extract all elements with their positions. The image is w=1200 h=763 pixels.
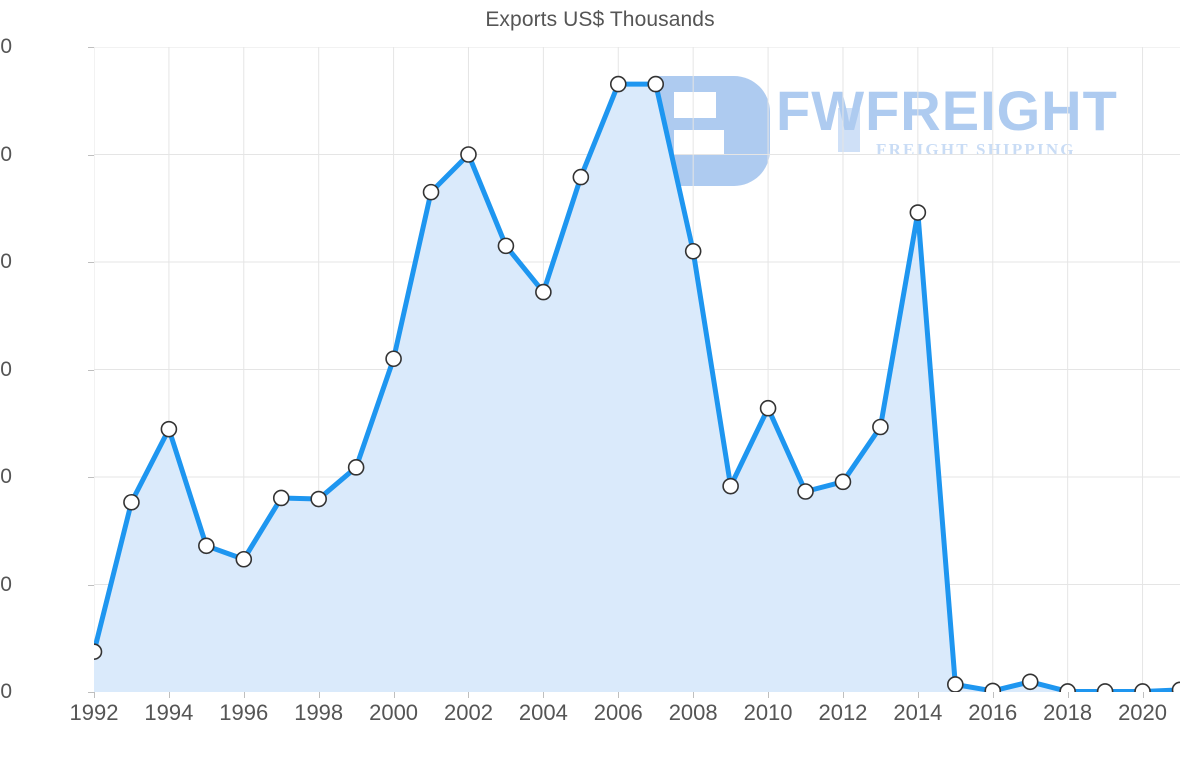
x-axis-tick-label: 1992 xyxy=(69,700,119,725)
data-markers xyxy=(94,75,1181,692)
x-axis-tick-mark xyxy=(1142,692,1144,698)
data-point-marker[interactable] xyxy=(235,550,253,568)
data-point-marker[interactable] xyxy=(497,237,515,255)
data-point-marker[interactable] xyxy=(947,676,964,692)
y-axis-tick-mark xyxy=(88,477,94,478)
data-point-marker[interactable] xyxy=(759,399,777,417)
x-axis-tick-label: 2004 xyxy=(518,700,568,725)
data-point-marker[interactable] xyxy=(535,283,552,301)
chart-title: Exports US$ Thousands xyxy=(485,8,715,31)
data-point-marker[interactable] xyxy=(1171,681,1181,692)
x-axis-tick-label: 2018 xyxy=(1043,700,1093,725)
data-point-marker[interactable] xyxy=(609,75,627,93)
area-fill xyxy=(94,84,1180,692)
x-axis-tick-mark xyxy=(543,692,545,698)
x-axis-tick-label: 1996 xyxy=(219,700,269,725)
y-axis-tick-label: 6 000 xyxy=(0,357,12,381)
data-point-marker[interactable] xyxy=(347,459,365,476)
data-point-marker[interactable] xyxy=(422,183,440,201)
data-point-marker[interactable] xyxy=(272,489,290,507)
x-axis-tick-mark xyxy=(94,692,95,698)
data-point-marker[interactable] xyxy=(1134,683,1151,692)
data-point-marker[interactable] xyxy=(909,204,927,221)
y-axis-tick-mark xyxy=(88,47,94,48)
data-point-marker[interactable] xyxy=(834,473,852,491)
y-axis-tick-label: 12 000 xyxy=(0,35,12,58)
data-point-marker[interactable] xyxy=(572,168,590,186)
data-point-marker[interactable] xyxy=(460,146,477,163)
y-axis-tick-mark xyxy=(88,369,94,371)
y-axis-tick-mark xyxy=(88,262,94,263)
x-axis-tick-mark xyxy=(1067,692,1069,698)
y-axis-tick-mark xyxy=(88,154,94,156)
data-point-marker[interactable] xyxy=(385,350,402,368)
x-axis-tick-label: 2012 xyxy=(818,700,868,725)
x-axis-tick-mark xyxy=(468,692,470,698)
y-axis-tick-mark xyxy=(88,692,94,693)
data-point-marker[interactable] xyxy=(872,418,889,436)
y-axis-tick-label: 8 000 xyxy=(0,250,12,273)
x-axis-tick-mark xyxy=(693,692,695,698)
x-axis-tick-label: 2000 xyxy=(369,700,419,725)
x-axis-tick-mark xyxy=(842,692,844,698)
x-axis-tick-mark xyxy=(992,692,994,698)
x-axis-tick-mark xyxy=(318,692,320,698)
x-axis-tick-mark xyxy=(768,692,770,698)
x-axis-tick-label: 1994 xyxy=(144,700,194,725)
x-axis-tick-mark xyxy=(917,692,919,698)
data-point-marker[interactable] xyxy=(1096,683,1114,692)
data-point-marker[interactable] xyxy=(123,493,140,511)
data-point-marker[interactable] xyxy=(647,75,665,93)
data-point-marker[interactable] xyxy=(984,682,1002,692)
data-point-marker[interactable] xyxy=(684,242,702,260)
data-point-marker[interactable] xyxy=(1021,673,1039,691)
x-axis-tick-mark xyxy=(393,692,395,698)
y-axis-tick-label: 10 000 xyxy=(0,142,12,166)
y-axis-tick-label: 4 000 xyxy=(0,465,12,488)
x-axis-tick-label: 2002 xyxy=(443,700,493,725)
plot-area xyxy=(94,47,1180,692)
x-axis-tick-label: 2020 xyxy=(1118,700,1168,725)
x-axis-tick-label: 2008 xyxy=(668,700,718,725)
x-axis-tick-label: 2014 xyxy=(893,700,943,725)
x-axis-tick-label: 1998 xyxy=(294,700,344,725)
data-point-marker[interactable] xyxy=(310,490,327,508)
y-axis-tick-label: 0 xyxy=(0,680,12,703)
x-axis-tick-mark xyxy=(243,692,245,698)
data-point-marker[interactable] xyxy=(198,537,215,555)
x-axis-tick-mark xyxy=(618,692,620,698)
data-point-marker[interactable] xyxy=(160,420,178,438)
x-axis-tick-label: 2016 xyxy=(968,700,1018,725)
data-point-marker[interactable] xyxy=(797,483,814,500)
x-axis-tick-mark xyxy=(168,692,170,698)
data-point-marker[interactable] xyxy=(722,477,739,495)
data-point-marker[interactable] xyxy=(94,643,103,660)
x-axis-tick-label: 2010 xyxy=(743,700,793,725)
y-axis-tick-mark xyxy=(88,584,94,586)
data-point-marker[interactable] xyxy=(1059,683,1076,692)
x-axis-tick-label: 2006 xyxy=(593,700,643,725)
y-axis-tick-label: 2 000 xyxy=(0,572,12,596)
